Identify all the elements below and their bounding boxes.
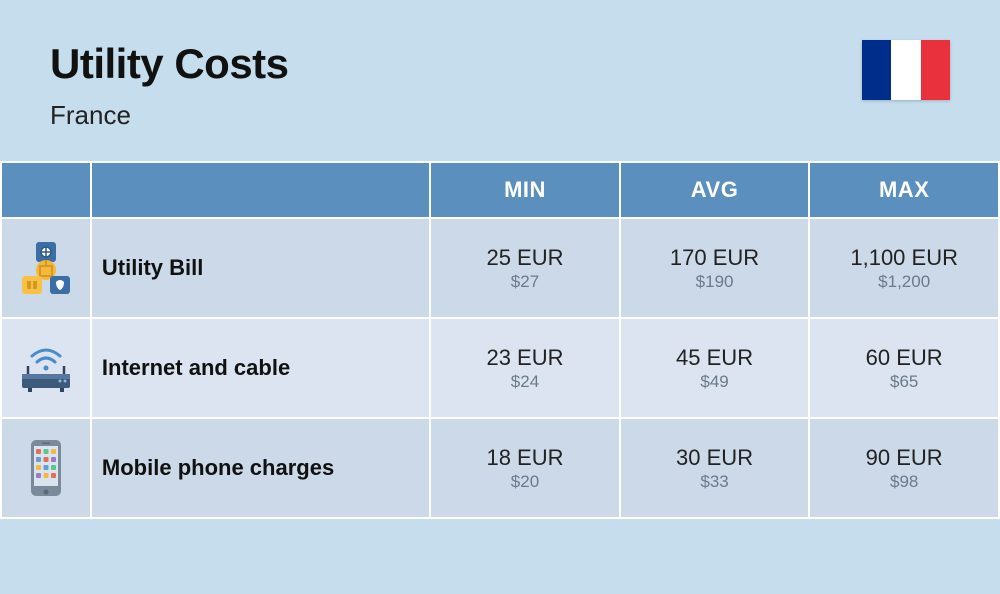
usd-value: $1,200 xyxy=(810,272,998,292)
eur-value: 18 EUR xyxy=(431,444,619,473)
eur-value: 25 EUR xyxy=(431,244,619,273)
eur-value: 60 EUR xyxy=(810,344,998,373)
cell-min: 18 EUR $20 xyxy=(430,418,620,518)
costs-table: MIN AVG MAX Utility Bill xyxy=(0,161,1000,519)
cell-min: 25 EUR $27 xyxy=(430,218,620,318)
phone-icon xyxy=(25,436,67,500)
router-icon xyxy=(14,340,78,396)
eur-value: 45 EUR xyxy=(621,344,809,373)
row-icon-cell xyxy=(1,318,91,418)
row-label: Mobile phone charges xyxy=(91,418,430,518)
usd-value: $190 xyxy=(621,272,809,292)
cell-min: 23 EUR $24 xyxy=(430,318,620,418)
table-row: Mobile phone charges 18 EUR $20 30 EUR $… xyxy=(1,418,999,518)
country-subtitle: France xyxy=(50,100,289,131)
usd-value: $98 xyxy=(810,472,998,492)
cell-avg: 170 EUR $190 xyxy=(620,218,810,318)
header-label-col xyxy=(91,162,430,218)
flag-red xyxy=(921,40,950,100)
table-row: Internet and cable 23 EUR $24 45 EUR $49… xyxy=(1,318,999,418)
table-header-row: MIN AVG MAX xyxy=(1,162,999,218)
header: Utility Costs France xyxy=(0,0,1000,161)
cell-max: 60 EUR $65 xyxy=(809,318,999,418)
header-min: MIN xyxy=(430,162,620,218)
eur-value: 170 EUR xyxy=(621,244,809,273)
cell-max: 90 EUR $98 xyxy=(809,418,999,518)
header-avg: AVG xyxy=(620,162,810,218)
row-label: Utility Bill xyxy=(91,218,430,318)
eur-value: 30 EUR xyxy=(621,444,809,473)
cell-avg: 45 EUR $49 xyxy=(620,318,810,418)
row-label: Internet and cable xyxy=(91,318,430,418)
usd-value: $49 xyxy=(621,372,809,392)
row-icon-cell xyxy=(1,418,91,518)
header-max: MAX xyxy=(809,162,999,218)
page-title: Utility Costs xyxy=(50,40,289,88)
utility-icon xyxy=(16,238,76,298)
usd-value: $33 xyxy=(621,472,809,492)
usd-value: $27 xyxy=(431,272,619,292)
cell-max: 1,100 EUR $1,200 xyxy=(809,218,999,318)
header-icon-col xyxy=(1,162,91,218)
france-flag-icon xyxy=(862,40,950,100)
usd-value: $65 xyxy=(810,372,998,392)
usd-value: $20 xyxy=(431,472,619,492)
row-icon-cell xyxy=(1,218,91,318)
eur-value: 23 EUR xyxy=(431,344,619,373)
usd-value: $24 xyxy=(431,372,619,392)
eur-value: 90 EUR xyxy=(810,444,998,473)
eur-value: 1,100 EUR xyxy=(810,244,998,273)
cell-avg: 30 EUR $33 xyxy=(620,418,810,518)
flag-white xyxy=(891,40,920,100)
flag-blue xyxy=(862,40,891,100)
title-block: Utility Costs France xyxy=(50,40,289,131)
table-row: Utility Bill 25 EUR $27 170 EUR $190 1,1… xyxy=(1,218,999,318)
